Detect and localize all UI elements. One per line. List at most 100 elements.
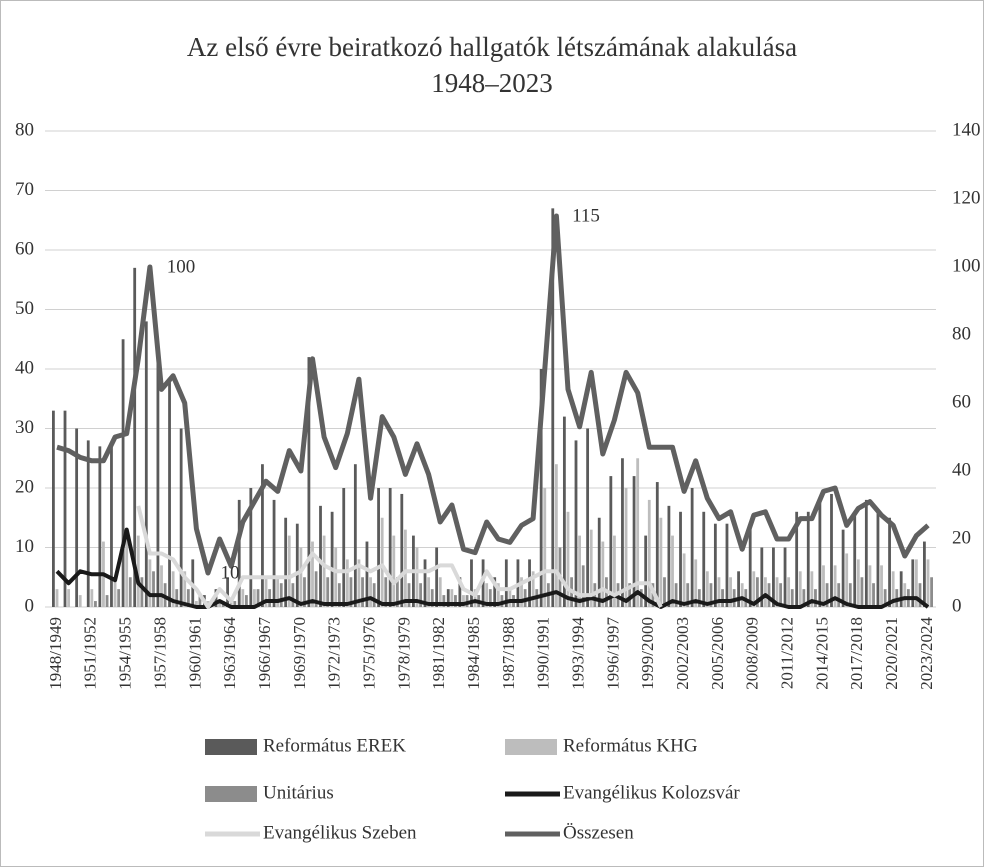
bar	[508, 589, 512, 607]
y-tick-label: 70	[15, 179, 34, 200]
x-tick-label: 1960/1961	[185, 617, 204, 690]
bar	[458, 577, 462, 607]
bar	[353, 464, 357, 607]
bar	[539, 369, 543, 607]
bar	[175, 589, 179, 607]
bar	[504, 559, 508, 607]
bar	[551, 208, 555, 607]
y-tick-label: 10	[15, 536, 34, 557]
bar	[520, 577, 523, 607]
bar	[52, 410, 55, 607]
bar	[299, 547, 303, 607]
chart-title: 1948–2023	[431, 68, 553, 98]
bar	[496, 583, 500, 607]
bar	[226, 577, 229, 607]
y-tick-label: 0	[25, 595, 35, 616]
bar	[923, 541, 926, 607]
bar	[488, 589, 492, 607]
bar	[740, 583, 744, 607]
x-tick-label: 1978/1979	[394, 617, 413, 690]
bar	[179, 428, 183, 607]
bar	[860, 577, 864, 607]
x-tick-label: 2014/2015	[812, 617, 831, 690]
bar	[55, 589, 59, 607]
bar	[144, 321, 148, 607]
bar	[690, 488, 694, 607]
bar	[268, 589, 272, 607]
x-tick-label: 1948/1949	[46, 617, 65, 690]
legend-label: Evangélikus Szeben	[263, 822, 417, 843]
bar	[253, 589, 256, 607]
bar	[737, 571, 740, 607]
annotation: 115	[572, 205, 600, 226]
x-tick-label: 1987/1988	[499, 617, 518, 690]
bar	[261, 464, 264, 607]
bar	[128, 577, 132, 607]
bar	[493, 577, 497, 607]
bar	[930, 577, 933, 607]
x-tick-label: 2008/2009	[743, 617, 762, 690]
bar	[291, 583, 295, 607]
bar	[748, 523, 752, 607]
bar	[864, 499, 868, 607]
bar	[245, 595, 248, 607]
bar	[632, 476, 636, 607]
x-tick-label: 1972/1973	[325, 617, 344, 690]
x-tick-label: 1951/1952	[81, 617, 100, 690]
legend-label: Református KHG	[563, 735, 698, 756]
x-tick-label: 1969/1970	[290, 617, 309, 690]
bar	[388, 488, 392, 607]
bar	[830, 493, 833, 607]
bar	[330, 511, 334, 607]
bar	[462, 595, 465, 607]
bar	[148, 559, 152, 607]
line-series	[55, 527, 930, 609]
bar	[430, 589, 434, 607]
legend-label: Evangélikus Kolozsvár	[563, 782, 740, 803]
bar	[140, 577, 144, 607]
bar	[110, 446, 113, 607]
bar	[113, 577, 117, 607]
bar	[372, 583, 376, 607]
x-tick-label: 1996/1997	[603, 617, 622, 690]
y2-tick-label: 0	[952, 595, 962, 616]
bar	[256, 589, 260, 607]
bar	[473, 589, 477, 607]
bar	[279, 583, 283, 607]
legend-swatch	[205, 786, 257, 802]
bar	[667, 505, 671, 607]
bar	[361, 577, 364, 607]
x-tick-label: 1993/1994	[569, 617, 588, 690]
bar	[423, 559, 427, 607]
bar	[287, 535, 291, 607]
bar	[725, 523, 729, 607]
x-tick-label: 2023/2024	[917, 617, 936, 690]
annotation: 100	[167, 256, 196, 277]
x-tick-label: 1954/1955	[116, 617, 135, 690]
bar	[322, 535, 326, 607]
y2-tick-label: 80	[952, 323, 971, 344]
legend-label: Református EREK	[263, 735, 406, 756]
bar	[450, 589, 454, 607]
x-tick-label: 2005/2006	[708, 617, 727, 690]
bar	[307, 357, 311, 607]
bar	[702, 511, 706, 607]
chart-title: Az első évre beiratkozó hallgatók létszá…	[187, 32, 797, 62]
bar	[772, 547, 775, 607]
y-tick-label: 20	[15, 476, 34, 497]
bar	[334, 547, 338, 607]
bar	[419, 583, 423, 607]
bar	[345, 559, 349, 607]
bar	[337, 583, 341, 607]
bar	[891, 571, 895, 607]
bar	[764, 577, 767, 607]
bar	[485, 583, 489, 607]
bar	[783, 547, 787, 607]
bar	[589, 529, 593, 607]
bar	[218, 601, 221, 607]
line-series	[56, 213, 930, 576]
bar	[442, 595, 446, 607]
y2-tick-label: 120	[952, 187, 981, 208]
bar	[295, 523, 299, 607]
